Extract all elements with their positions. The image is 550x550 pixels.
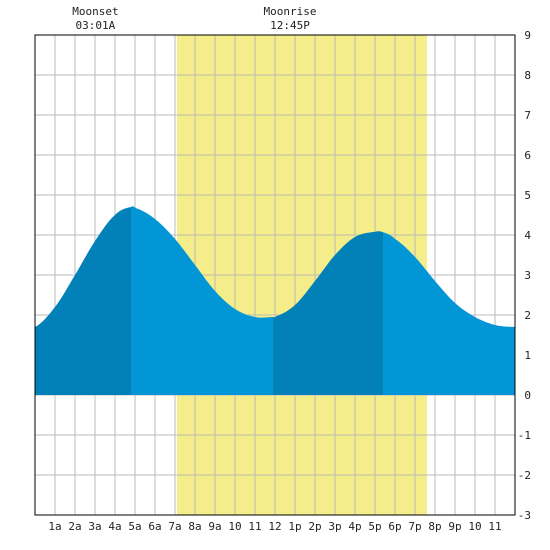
x-tick-label: 3a xyxy=(88,520,101,533)
y-tick-label: 7 xyxy=(524,109,531,122)
x-tick-label: 12 xyxy=(268,520,281,533)
x-tick-label: 4a xyxy=(108,520,121,533)
y-tick-label: 5 xyxy=(524,189,531,202)
y-tick-label: -3 xyxy=(518,509,531,522)
y-tick-label: 0 xyxy=(524,389,531,402)
x-tick-label: 9p xyxy=(448,520,461,533)
x-tick-label: 4p xyxy=(348,520,361,533)
y-tick-label: 4 xyxy=(524,229,531,242)
tide-area-falling xyxy=(273,231,383,395)
tide-area-rising xyxy=(383,232,515,395)
x-tick-label: 9a xyxy=(208,520,221,533)
x-tick-label: 7a xyxy=(168,520,181,533)
y-tick-label: 6 xyxy=(524,149,531,162)
moon-event-label: Moonrise xyxy=(264,5,317,18)
x-tick-label: 11 xyxy=(488,520,501,533)
y-tick-label: -1 xyxy=(518,429,531,442)
y-tick-label: 1 xyxy=(524,349,531,362)
x-tick-label: 7p xyxy=(408,520,421,533)
x-tick-label: 10 xyxy=(468,520,481,533)
y-tick-label: 8 xyxy=(524,69,531,82)
y-tick-label: 9 xyxy=(524,29,531,42)
y-tick-label: 3 xyxy=(524,269,531,282)
x-tick-label: 8a xyxy=(188,520,201,533)
moon-event-label: Moonset xyxy=(72,5,118,18)
x-tick-label: 5a xyxy=(128,520,141,533)
moon-event-time: 03:01A xyxy=(76,19,116,32)
x-tick-label: 6p xyxy=(388,520,401,533)
x-tick-label: 1p xyxy=(288,520,301,533)
x-tick-label: 10 xyxy=(228,520,241,533)
y-tick-label: -2 xyxy=(518,469,531,482)
y-tick-label: 2 xyxy=(524,309,531,322)
moon-event-time: 12:45P xyxy=(270,19,310,32)
x-tick-label: 8p xyxy=(428,520,441,533)
y-axis-labels: 9 8 7 6 5 4 3 2 1 0 -1 -2 -3 xyxy=(518,29,532,522)
x-tick-label: 3p xyxy=(328,520,341,533)
x-tick-label: 1a xyxy=(48,520,61,533)
x-tick-label: 11 xyxy=(248,520,261,533)
tide-area-layer xyxy=(35,206,515,395)
x-tick-label: 6a xyxy=(148,520,161,533)
x-tick-label: 2a xyxy=(68,520,81,533)
tide-area-falling xyxy=(35,207,131,395)
x-tick-label: 5p xyxy=(368,520,381,533)
x-tick-label: 2p xyxy=(308,520,321,533)
x-axis-labels: 1a 2a 3a 4a 5a 6a 7a 8a 9a 10 11 12 1p 2p 3p 4p 5p 6p 7p 8p… xyxy=(48,520,501,533)
tide-area-rising xyxy=(131,206,273,395)
plot-frame xyxy=(34,34,516,516)
